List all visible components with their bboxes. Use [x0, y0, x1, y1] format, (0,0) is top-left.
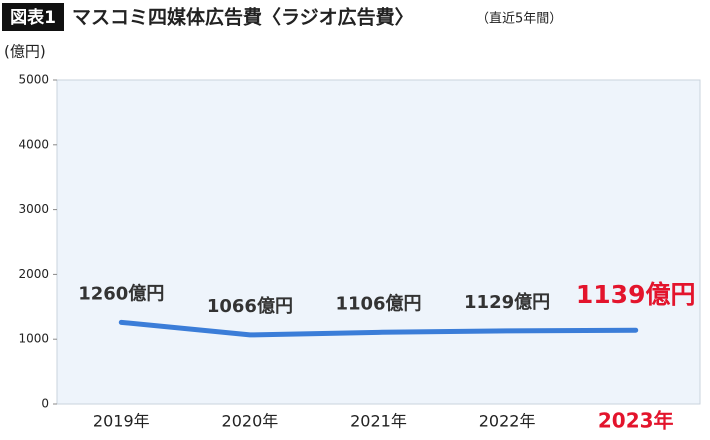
- y-tick-label: 4000: [18, 137, 49, 151]
- y-tick-label: 5000: [18, 73, 49, 87]
- data-label: 1129億円: [464, 291, 550, 313]
- y-axis-label: (億円): [4, 43, 46, 61]
- x-tick-label: 2020年: [222, 412, 279, 431]
- plot-area: [56, 79, 701, 405]
- data-label: 1139億円: [576, 280, 696, 309]
- y-tick-label: 0: [41, 397, 49, 411]
- chart-title: マスコミ四媒体広告費〈ラジオ広告費〉: [72, 6, 414, 29]
- x-tick-label: 2023年: [598, 409, 674, 433]
- line: [118, 319, 639, 338]
- title-badge: 図表1: [10, 7, 56, 28]
- y-tick-label: 2000: [18, 267, 49, 281]
- x-tick-label: 2022年: [479, 412, 536, 431]
- y-tick-label: 1000: [18, 332, 49, 346]
- chart-subtitle: （直近5年間）: [476, 12, 562, 27]
- title-badge-box: [2, 3, 64, 31]
- y-tick-label: 3000: [18, 202, 49, 216]
- x-tick-label: 2019年: [93, 412, 150, 431]
- data-label: 1066億円: [207, 295, 293, 317]
- data-label: 1260億円: [78, 282, 164, 304]
- x-tick-label: 2021年: [350, 412, 407, 431]
- data-label: 1106億円: [335, 292, 421, 314]
